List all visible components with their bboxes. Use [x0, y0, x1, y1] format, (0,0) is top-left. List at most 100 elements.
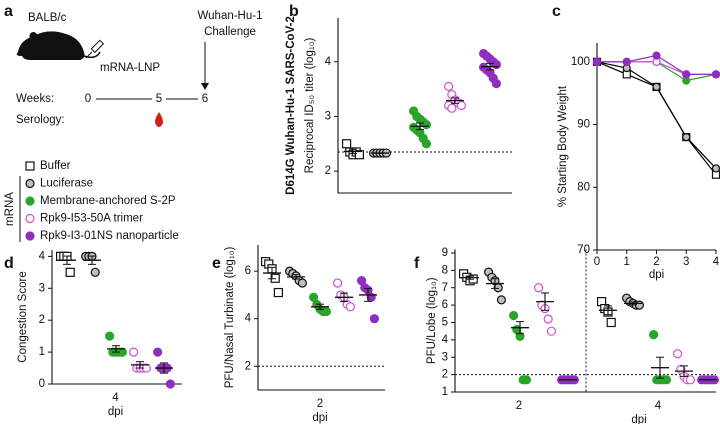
legend-marker: [25, 161, 35, 171]
y-tick-label: 4: [325, 56, 332, 68]
x-axis-label: dpi: [312, 412, 327, 424]
weeks-label: Weeks:: [16, 93, 54, 105]
x-axis-label: dpi: [631, 414, 646, 424]
legend-label: Membrane-anchored S-2P: [40, 195, 176, 207]
data-point: [711, 70, 720, 79]
data-point: [354, 150, 364, 160]
x-tick-label: 4: [713, 256, 720, 268]
x-tick-label: 4: [655, 400, 662, 412]
legend-label: Rpk9-I53-50A trimer: [40, 213, 143, 225]
y-tick-label: 90: [577, 119, 590, 131]
y-tick-label: 4: [39, 250, 46, 262]
data-point: [421, 139, 431, 149]
y-tick-label: 2: [245, 360, 251, 372]
legend-label: Rpk9-I3-01NS nanoparticle: [40, 230, 179, 242]
legend-label: Luciferase: [40, 178, 93, 190]
panel-letter: c: [552, 3, 561, 20]
x-axis-label: dpi: [649, 269, 664, 281]
legend-marker: [25, 178, 35, 189]
arrow-head: [201, 83, 209, 90]
y-tick-label: 3: [325, 110, 331, 122]
blood-drop: [155, 112, 163, 127]
data-point: [421, 120, 431, 130]
y-tick-label: 4: [245, 313, 252, 325]
y-tick-label: 0: [39, 378, 45, 390]
syringe-icon: [85, 39, 105, 59]
vaccine-label: mRNA-LNP: [100, 62, 160, 74]
data-point: [543, 314, 553, 324]
data-point: [104, 331, 115, 341]
data-point: [333, 278, 343, 288]
data-point: [447, 103, 457, 113]
data-point: [273, 287, 283, 298]
strain-label: BALB/c: [28, 12, 67, 24]
y-axis-label: Reciprocal ID₅₀ titer (log₁₀): [304, 38, 316, 174]
panel-letter: f: [414, 255, 420, 272]
data-point: [342, 139, 352, 149]
data-point: [165, 379, 175, 389]
data-point: [622, 57, 631, 66]
axis-line: [337, 18, 512, 194]
panel-letter: a: [4, 3, 13, 20]
y-axis-label: PFU/Nasal Turbinate (log₁₀): [224, 247, 236, 389]
data-point: [682, 70, 691, 79]
mouse-tail: [83, 51, 101, 59]
data-point: [90, 267, 100, 277]
schematic: a BALB/c mRNA-LNP Wuhan-Hu-1 Challenge W…: [4, 3, 263, 242]
chart-title: D614G Wuhan-Hu-1 SARS-CoV-2: [285, 16, 297, 195]
y-tick-label: 3: [39, 282, 45, 294]
data-point: [456, 100, 466, 111]
x-tick-label: 2: [516, 400, 522, 412]
y-tick-label: 2: [39, 314, 45, 326]
legend-label: Buffer: [40, 160, 71, 172]
data-point: [369, 314, 379, 324]
y-tick-label: 6: [245, 265, 251, 277]
y-tick-label: 70: [577, 244, 590, 256]
panel-letter: e: [212, 255, 221, 272]
data-point: [546, 326, 557, 336]
data-point: [521, 375, 532, 385]
data-line: [596, 61, 717, 176]
y-tick-label: 8: [442, 264, 448, 276]
data-point: [297, 278, 307, 288]
y-tick-label: 80: [577, 181, 590, 193]
y-tick-label: 3: [442, 351, 448, 363]
data-point: [345, 302, 355, 312]
data-point: [491, 79, 501, 89]
data-point: [65, 267, 75, 277]
y-tick-label: 6: [442, 299, 448, 311]
legend-marker: [25, 231, 35, 241]
panel-letter: d: [4, 255, 14, 272]
y-tick-label: 5: [442, 317, 448, 329]
data-point: [652, 51, 661, 60]
x-tick-label: 3: [683, 256, 689, 268]
y-tick-label: 1: [442, 386, 448, 398]
data-point: [321, 306, 331, 317]
data-point: [592, 57, 602, 66]
y-tick-label: 9: [442, 247, 448, 259]
axis-line: [257, 245, 385, 391]
y-tick-label: 2: [325, 165, 331, 177]
week-label: 0: [85, 93, 91, 105]
mouse-icon: [16, 31, 85, 60]
data-point: [606, 317, 616, 328]
y-axis-label: % Starting Body Weight: [557, 85, 569, 207]
x-axis-label: dpi: [108, 406, 123, 418]
legend-marker: [25, 196, 35, 206]
data-point: [661, 375, 672, 385]
data-point: [129, 347, 139, 357]
x-tick-label: 0: [594, 256, 600, 268]
y-tick-label: 1: [39, 346, 45, 358]
x-tick-label: 4: [112, 392, 119, 404]
x-tick-label: 1: [624, 256, 630, 268]
x-tick-label: 2: [653, 256, 659, 268]
serology-label: Serology:: [16, 114, 65, 126]
y-tick-label: 2: [442, 369, 448, 381]
data-point: [444, 81, 454, 91]
y-tick-label: 7: [442, 282, 448, 294]
challenge-label: Wuhan-Hu-1: [198, 10, 263, 22]
data-point: [153, 347, 163, 357]
x-tick-label: 2: [317, 398, 323, 410]
y-tick-label: 4: [442, 334, 449, 346]
y-axis-label: Congestion Score: [17, 271, 29, 362]
